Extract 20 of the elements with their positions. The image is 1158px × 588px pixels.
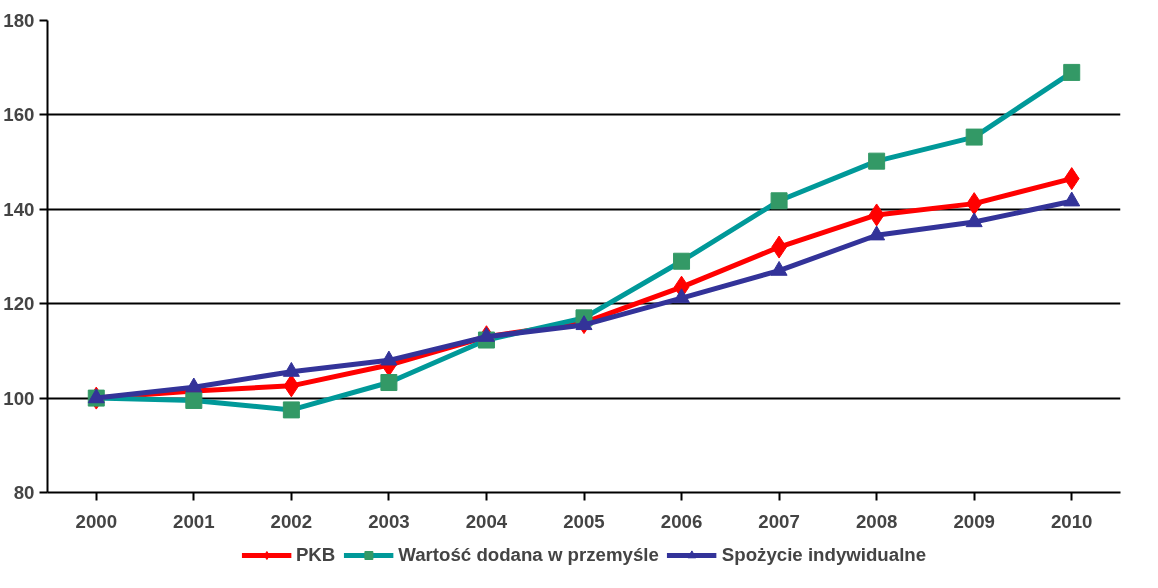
x-tick-label: 2006 xyxy=(660,510,703,532)
x-tick-label: 2008 xyxy=(855,510,898,532)
y-tick-label: 180 xyxy=(3,10,35,31)
y-tick-label: 160 xyxy=(3,104,35,126)
legend-label: Wartość dodana w przemyśle xyxy=(398,544,659,566)
legend-label: PKB xyxy=(295,544,336,566)
y-tick-label: 80 xyxy=(13,482,35,503)
y-tick-label: 140 xyxy=(3,198,35,220)
y-tick-label: 120 xyxy=(3,293,35,315)
x-tick-label: 2007 xyxy=(758,510,800,532)
x-tick-label: 2001 xyxy=(173,510,215,532)
x-tick-label: 2005 xyxy=(563,510,605,532)
legend-label: Spożycie indywidualne xyxy=(721,544,927,566)
x-tick-label: 2010 xyxy=(1050,510,1093,532)
y-tick-label: 100 xyxy=(3,387,35,409)
x-tick-label: 2004 xyxy=(465,510,508,532)
x-tick-label: 2003 xyxy=(368,510,410,532)
x-tick-label: 2009 xyxy=(953,510,995,532)
x-tick-label: 2002 xyxy=(270,510,313,532)
x-tick-label: 2000 xyxy=(75,510,118,532)
